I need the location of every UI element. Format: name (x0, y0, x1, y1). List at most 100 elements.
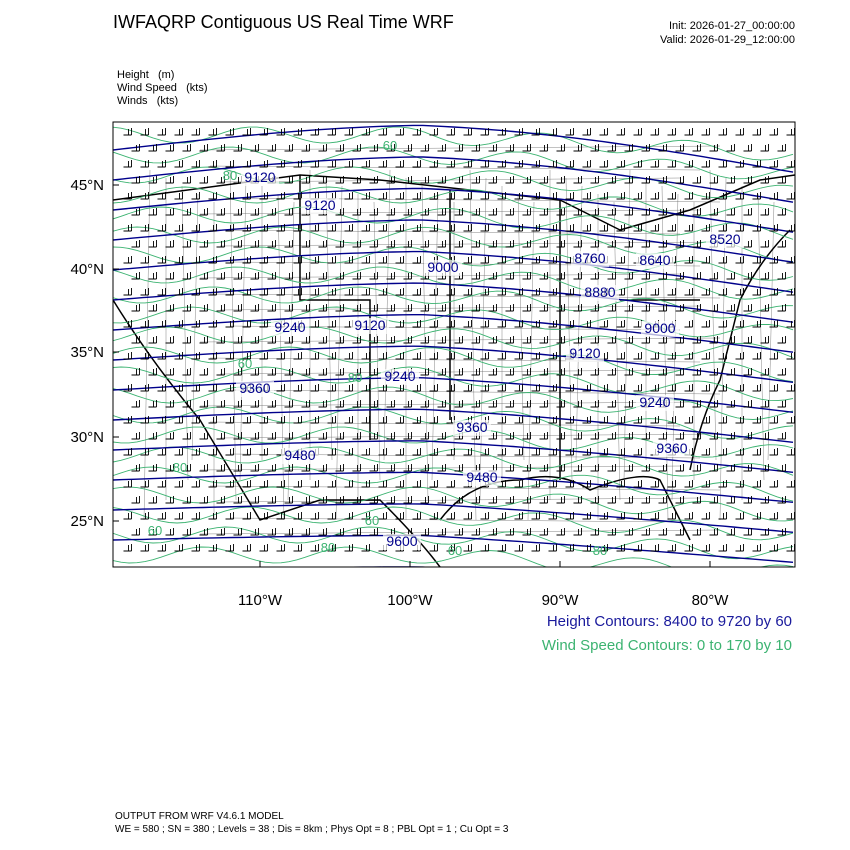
wind-barb (726, 528, 735, 536)
wind-barb (463, 288, 472, 296)
wind-barb (599, 128, 608, 136)
county-line (613, 201, 621, 501)
wind-barb (505, 176, 514, 184)
lat-tick-label: 25°N (70, 513, 104, 530)
wind-barb (650, 384, 659, 392)
wind-barb (599, 192, 608, 200)
wind-barb (718, 512, 727, 520)
height-contour-label: 9240 (274, 319, 305, 335)
county-line (469, 169, 477, 521)
wind-barb (284, 528, 293, 536)
lon-tick-label: 100°W (387, 592, 433, 609)
wind-speed-label: 60 (448, 543, 462, 558)
wind-barb (412, 512, 421, 520)
wind-barb (650, 416, 659, 424)
wind-barb (752, 512, 761, 520)
wind-barb (301, 272, 310, 280)
wind-barb (225, 544, 234, 552)
wind-barb (191, 480, 200, 488)
wind-barb (726, 496, 735, 504)
field-unit: (m) (157, 69, 175, 81)
wind-barb (752, 128, 761, 136)
wind-barb (216, 432, 225, 440)
wind-barb (548, 416, 557, 424)
wind-barb (267, 528, 276, 536)
wind-barb (684, 288, 693, 296)
wind-barb (701, 384, 710, 392)
wind-barb (216, 176, 225, 184)
map-frame (112, 121, 796, 568)
wind-barb (361, 384, 370, 392)
wind-barb (242, 288, 251, 296)
wind-barb (182, 240, 191, 248)
wind-barb (199, 432, 208, 440)
wind-barb (284, 272, 293, 280)
wind-barb (565, 384, 574, 392)
field-winds: Winds (kts) (117, 95, 178, 107)
wind-barb (565, 288, 574, 296)
wind-barb (743, 528, 752, 536)
wind-barb (157, 256, 166, 264)
wind-barb (684, 320, 693, 328)
wind-speed-label: 80 (321, 540, 335, 555)
wind-barb (403, 336, 412, 344)
wind-barb (191, 192, 200, 200)
wind-barb (573, 240, 582, 248)
wind-barb (361, 512, 370, 520)
wind-barb (539, 272, 548, 280)
wind-barb (123, 160, 132, 168)
wind-barb (743, 464, 752, 472)
label-background (241, 170, 279, 186)
wind-barb (318, 240, 327, 248)
wind-barb (684, 384, 693, 392)
wind-barb (684, 416, 693, 424)
wind-barb (684, 544, 693, 552)
wind-barb (242, 448, 251, 456)
wind-barb (386, 176, 395, 184)
wind-barb (633, 128, 642, 136)
wind-barb (361, 544, 370, 552)
wind-barb (701, 512, 710, 520)
field-name: Winds (117, 95, 148, 107)
height-contour (113, 534, 794, 563)
wind-barb (395, 288, 404, 296)
wind-barb (607, 464, 616, 472)
wind-barb (378, 288, 387, 296)
label-background (653, 441, 691, 457)
wind-barb (208, 160, 217, 168)
wind-barb (395, 160, 404, 168)
wind-barb (225, 320, 234, 328)
wind-barb (658, 368, 667, 376)
wind-barb (505, 272, 514, 280)
label-background (566, 346, 604, 362)
wind-barb (709, 304, 718, 312)
wind-barb (607, 336, 616, 344)
wind-barb (692, 144, 701, 152)
wind-barb (199, 336, 208, 344)
wind-barb (157, 448, 166, 456)
wind-barb (403, 208, 412, 216)
wind-barb (157, 480, 166, 488)
label-background (581, 285, 619, 301)
wind-barb (293, 128, 302, 136)
wind-barb (607, 240, 616, 248)
county-line (199, 529, 721, 535)
wind-barb (539, 464, 548, 472)
wind-barb (743, 144, 752, 152)
wind-barb (701, 256, 710, 264)
wind-barb (531, 160, 540, 168)
wind-barb (522, 176, 531, 184)
wind-barb (726, 144, 735, 152)
wind-barb (403, 400, 412, 408)
wind-barb (573, 336, 582, 344)
wind-speed-label: 80 (593, 543, 607, 558)
label-background (301, 198, 339, 214)
wind-barb (327, 544, 336, 552)
wind-barb (769, 480, 778, 488)
wind-barb (429, 448, 438, 456)
wind-barb (633, 544, 642, 552)
wind-barb (675, 240, 684, 248)
county-line (373, 201, 381, 481)
wind-barb (573, 464, 582, 472)
wind-barb (471, 304, 480, 312)
